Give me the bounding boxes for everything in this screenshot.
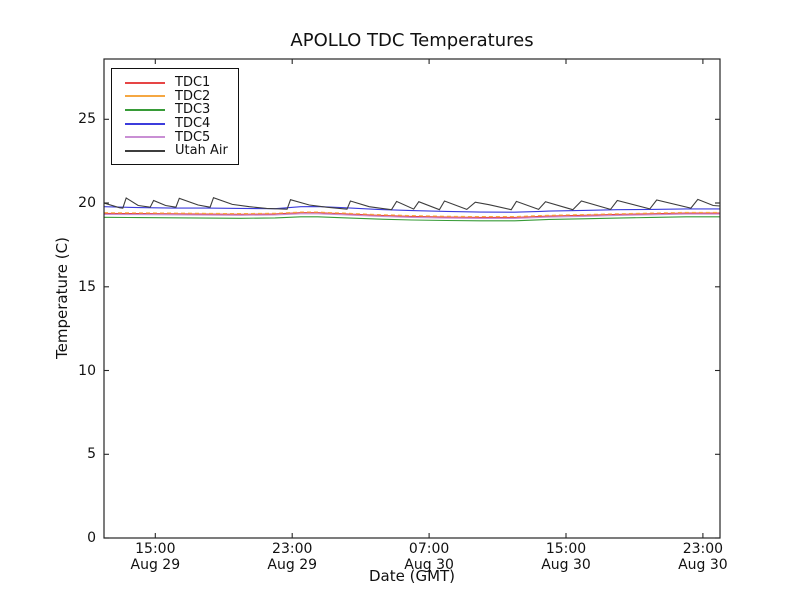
axes-frame <box>103 58 721 539</box>
y-tick-label: 25 <box>78 111 96 128</box>
legend-item-tdc1: TDC1 <box>112 76 238 90</box>
x-tick-time: 23:00 <box>272 541 313 557</box>
x-tick-label: 23:00 Aug 30 <box>678 541 728 573</box>
legend-item-tdc2: TDC2 <box>112 90 238 104</box>
x-tick-date: Aug 30 <box>678 557 728 573</box>
y-tick-label: 15 <box>78 278 96 295</box>
x-tick-time: 07:00 <box>408 541 450 557</box>
y-tick-label: 0 <box>87 530 96 546</box>
legend-label-tdc3: TDC3 <box>175 102 211 118</box>
tdc1-line-swatch <box>125 81 165 84</box>
y-tick-label: 10 <box>78 362 96 379</box>
series-line-tdc1 <box>104 212 720 218</box>
legend-item-tdc5: TDC5 <box>112 130 238 144</box>
tick-marks <box>104 59 720 539</box>
legend-label-tdc1: TDC1 <box>175 75 211 91</box>
x-tick-date: Aug 30 <box>404 557 454 573</box>
series-line-tdc4 <box>104 206 720 213</box>
x-tick-time: 23:00 <box>682 541 724 557</box>
x-tick-label: 23:00 Aug 29 <box>267 541 317 573</box>
legend-item-utah-air: Utah Air <box>112 144 238 158</box>
series-line-tdc3 <box>104 216 720 222</box>
legend-label-tdc4: TDC4 <box>175 116 211 132</box>
series-line-tdc5 <box>104 213 720 219</box>
y-tick-label: 20 <box>78 195 96 212</box>
x-tick-label: 15:00 Aug 29 <box>131 541 181 573</box>
legend-item-tdc3: TDC3 <box>112 103 238 117</box>
legend-item-tdc4: TDC4 <box>112 117 238 131</box>
legend: TDC1 TDC2 TDC3 TDC4 TDC5 Utah Air <box>111 68 239 165</box>
tdc5-line-swatch <box>125 136 165 139</box>
tdc4-line-swatch <box>125 122 165 125</box>
x-tick-date: Aug 29 <box>267 557 318 573</box>
x-tick-label: 15:00 Aug 30 <box>541 541 591 573</box>
series-line-utah-air <box>104 196 720 211</box>
tdc2-line-swatch <box>125 95 165 98</box>
legend-label-tdc2: TDC2 <box>175 88 211 104</box>
chart-title: APOLLO TDC Temperatures <box>290 30 534 51</box>
series-lines <box>104 196 720 222</box>
x-tick-date: Aug 30 <box>541 557 591 573</box>
utah-air-line-swatch <box>125 149 165 152</box>
legend-label-utah-air: Utah Air <box>175 143 228 159</box>
x-axis-label: Date (GMT) <box>368 567 456 585</box>
x-tick-date: Aug 29 <box>130 557 181 573</box>
x-tick-label: 07:00 Aug 30 <box>404 541 454 573</box>
x-tick-time: 15:00 <box>545 541 587 557</box>
legend-label-tdc5: TDC5 <box>175 129 211 145</box>
y-tick-label: 5 <box>87 446 96 463</box>
series-line-tdc2 <box>104 211 720 218</box>
tdc3-line-swatch <box>125 108 165 111</box>
x-tick-time: 15:00 <box>135 541 176 557</box>
